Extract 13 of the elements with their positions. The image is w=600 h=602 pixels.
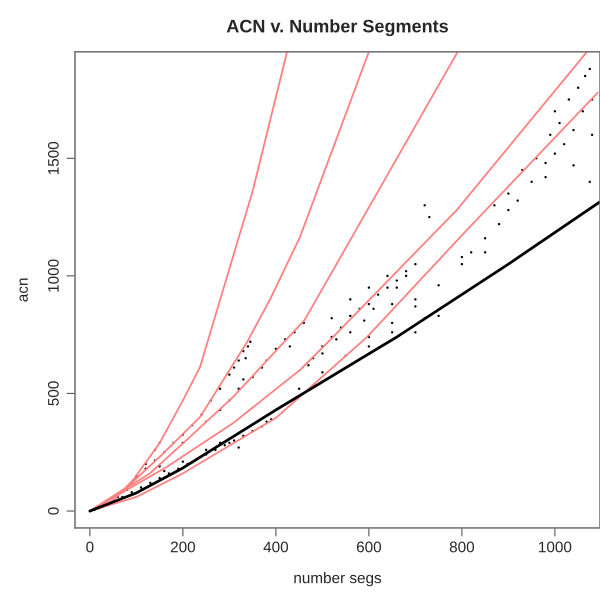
chart-title: ACN v. Number Segments bbox=[226, 19, 448, 36]
x-tick-label: 1000 bbox=[539, 542, 572, 552]
y-tick-label: 1000 bbox=[48, 259, 59, 292]
x-tick-label: 400 bbox=[263, 542, 288, 552]
y-axis-title: acn bbox=[20, 278, 28, 302]
x-tick-label: 600 bbox=[356, 542, 382, 552]
x-tick-label: 200 bbox=[170, 542, 196, 552]
x-tick-label: 0 bbox=[86, 542, 94, 552]
x-tick-label: 800 bbox=[450, 542, 474, 552]
y-tick-label: 500 bbox=[48, 381, 59, 406]
y-tick-label: 0 bbox=[48, 507, 59, 515]
x-axis-title: number segs bbox=[294, 572, 382, 586]
y-tick-label: 1500 bbox=[48, 142, 59, 174]
